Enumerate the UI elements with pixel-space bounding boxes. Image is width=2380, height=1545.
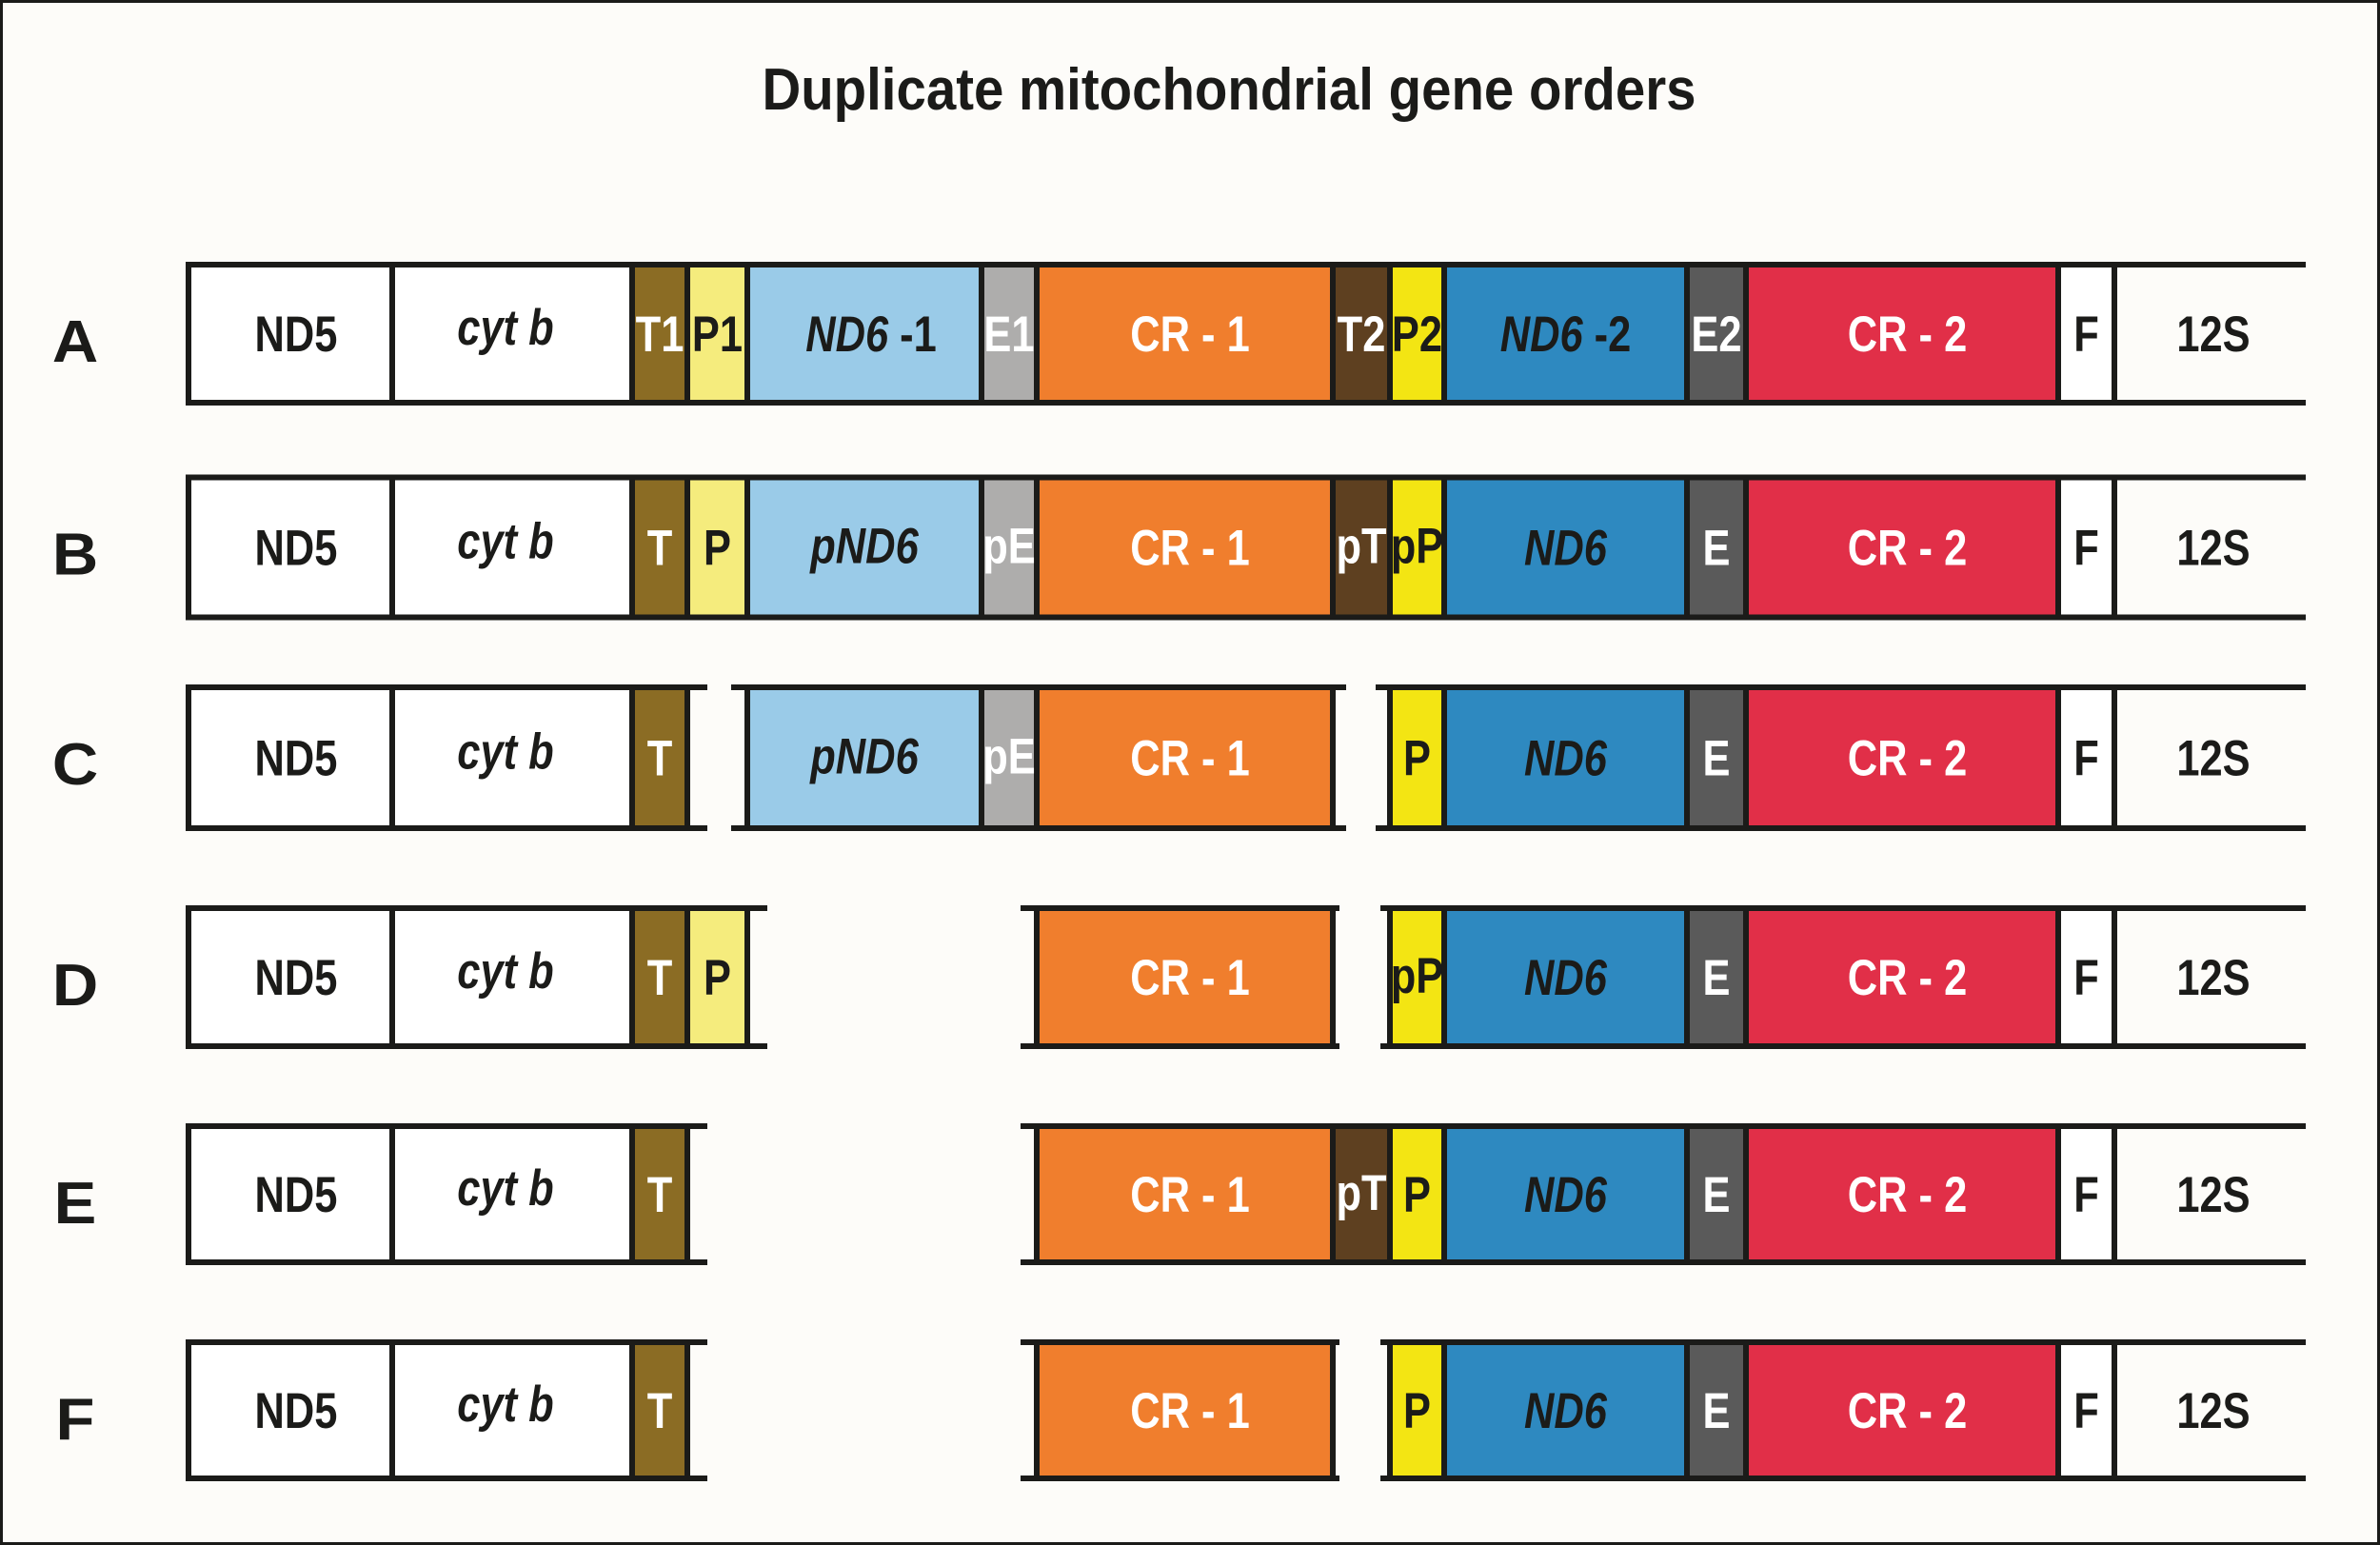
- svg-text:E: E: [1703, 731, 1731, 787]
- svg-text:T: T: [647, 521, 673, 577]
- svg-text:cyt b: cyt b: [457, 514, 553, 570]
- svg-text:CR - 1: CR - 1: [1130, 307, 1250, 363]
- svg-text:E: E: [1703, 1167, 1731, 1223]
- svg-text:E: E: [1703, 1383, 1731, 1439]
- svg-text:Duplicate mitochondrial gene o: Duplicate mitochondrial gene orders: [762, 56, 1696, 123]
- svg-text:cyt b: cyt b: [457, 1377, 553, 1433]
- svg-text:ND6: ND6: [1524, 1383, 1608, 1439]
- svg-text:CR - 1: CR - 1: [1130, 1167, 1250, 1223]
- svg-text:E: E: [1703, 950, 1731, 1006]
- svg-text:CR - 2: CR - 2: [1848, 521, 1968, 577]
- svg-text:ND6 -2: ND6 -2: [1500, 307, 1632, 363]
- svg-text:F: F: [2073, 950, 2099, 1006]
- svg-text:F: F: [2073, 1167, 2099, 1223]
- svg-text:P: P: [1403, 1167, 1431, 1223]
- svg-text:P1: P1: [692, 307, 743, 363]
- svg-text:CR - 2: CR - 2: [1848, 731, 1968, 787]
- svg-text:CR - 1: CR - 1: [1130, 521, 1250, 577]
- svg-text:C: C: [52, 731, 98, 797]
- svg-text:T: T: [647, 1167, 673, 1223]
- svg-text:12S: 12S: [2176, 731, 2250, 787]
- svg-text:ND6 -1: ND6 -1: [805, 307, 937, 363]
- svg-text:ND6: ND6: [1524, 731, 1608, 787]
- svg-text:ND6: ND6: [1524, 1167, 1608, 1223]
- svg-text:E: E: [54, 1170, 97, 1236]
- svg-text:P: P: [704, 521, 731, 577]
- svg-text:ND5: ND5: [255, 521, 338, 577]
- svg-text:T: T: [647, 1383, 673, 1439]
- svg-text:E1: E1: [983, 307, 1034, 363]
- svg-text:pT: pT: [1336, 518, 1386, 574]
- svg-text:B: B: [52, 522, 98, 587]
- svg-text:CR - 2: CR - 2: [1848, 950, 1968, 1006]
- svg-text:F: F: [2073, 307, 2099, 363]
- svg-text:pE: pE: [982, 728, 1036, 784]
- svg-text:ND5: ND5: [255, 1167, 338, 1223]
- svg-text:CR - 1: CR - 1: [1130, 731, 1250, 787]
- svg-text:CR - 2: CR - 2: [1848, 1167, 1968, 1223]
- svg-text:ND6: ND6: [1524, 950, 1608, 1006]
- svg-text:cyt b: cyt b: [457, 300, 553, 356]
- svg-text:A: A: [52, 308, 98, 374]
- svg-text:CR - 1: CR - 1: [1130, 1383, 1250, 1439]
- svg-text:E2: E2: [1691, 307, 1741, 363]
- svg-text:12S: 12S: [2176, 950, 2250, 1006]
- svg-text:ND5: ND5: [255, 1383, 338, 1439]
- svg-text:F: F: [56, 1386, 95, 1452]
- svg-text:F: F: [2073, 1383, 2099, 1439]
- svg-text:F: F: [2073, 521, 2099, 577]
- svg-text:CR - 2: CR - 2: [1848, 1383, 1968, 1439]
- svg-text:T1: T1: [636, 307, 684, 363]
- svg-text:pND6: pND6: [808, 728, 919, 784]
- svg-text:P: P: [704, 950, 731, 1006]
- svg-text:ND6: ND6: [1524, 521, 1608, 577]
- svg-text:E: E: [1703, 521, 1731, 577]
- svg-text:T: T: [647, 731, 673, 787]
- svg-text:cyt b: cyt b: [457, 724, 553, 781]
- svg-text:P2: P2: [1392, 307, 1442, 363]
- svg-text:12S: 12S: [2176, 1167, 2250, 1223]
- svg-text:pP: pP: [1391, 518, 1444, 574]
- svg-text:CR - 1: CR - 1: [1130, 950, 1250, 1006]
- svg-text:F: F: [2073, 731, 2099, 787]
- svg-text:P: P: [1403, 1383, 1431, 1439]
- svg-text:T2: T2: [1338, 307, 1386, 363]
- svg-text:pT: pT: [1336, 1165, 1386, 1221]
- svg-text:12S: 12S: [2176, 307, 2250, 363]
- svg-text:ND5: ND5: [255, 731, 338, 787]
- svg-text:ND5: ND5: [255, 307, 338, 363]
- svg-text:cyt b: cyt b: [457, 1160, 553, 1217]
- svg-text:D: D: [52, 952, 98, 1018]
- svg-text:CR - 2: CR - 2: [1848, 307, 1968, 363]
- svg-text:ND5: ND5: [255, 950, 338, 1006]
- svg-text:pND6: pND6: [808, 518, 919, 574]
- svg-text:P: P: [1403, 731, 1431, 787]
- svg-text:12S: 12S: [2176, 1383, 2250, 1439]
- svg-text:12S: 12S: [2176, 521, 2250, 577]
- svg-text:cyt b: cyt b: [457, 943, 553, 1000]
- svg-text:pE: pE: [982, 518, 1036, 574]
- svg-text:pP: pP: [1391, 948, 1444, 1004]
- svg-text:T: T: [647, 950, 673, 1006]
